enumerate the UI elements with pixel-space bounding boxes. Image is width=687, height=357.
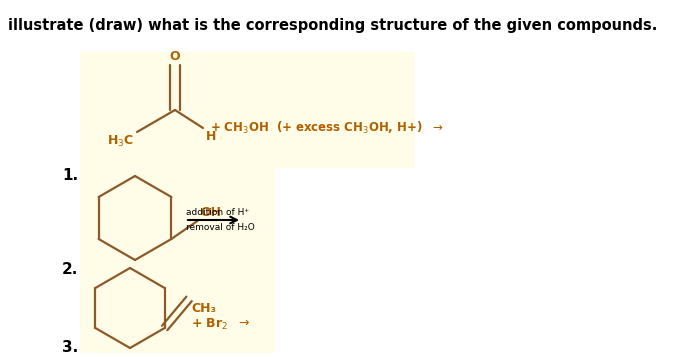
Text: + Br$_2$  $\rightarrow$: + Br$_2$ $\rightarrow$	[191, 317, 251, 332]
Text: H: H	[206, 130, 216, 143]
Bar	[80, 168, 275, 268]
Text: addition of H⁺: addition of H⁺	[186, 208, 249, 217]
Text: removal of H₂O: removal of H₂O	[186, 223, 255, 232]
Text: 1.: 1.	[62, 168, 78, 183]
Text: + CH$_3$OH  (+ excess CH$_3$OH, H+)  $\rightarrow$: + CH$_3$OH (+ excess CH$_3$OH, H+) $\rig…	[210, 120, 443, 136]
Text: OH: OH	[201, 206, 221, 219]
Text: 3.: 3.	[62, 340, 78, 355]
Text: 2.: 2.	[62, 262, 78, 277]
Text: illustrate (draw) what is the corresponding structure of the given compounds.: illustrate (draw) what is the correspond…	[8, 18, 657, 33]
Text: O: O	[170, 50, 180, 63]
Text: CH₃: CH₃	[191, 302, 216, 315]
Text: H$_3$C: H$_3$C	[107, 134, 134, 149]
Bar	[80, 52, 415, 168]
Bar	[80, 268, 275, 353]
